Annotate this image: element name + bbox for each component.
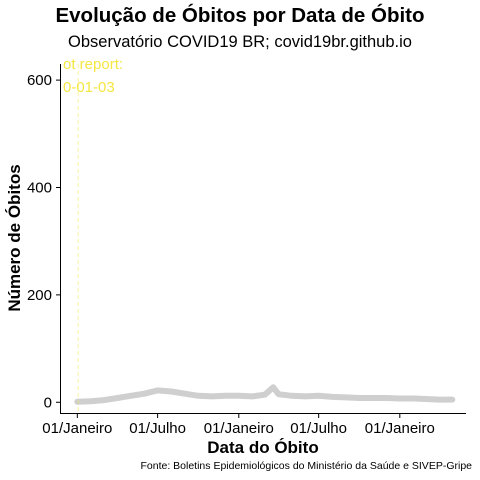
x-tick-label: 01/Julho bbox=[290, 420, 347, 437]
report-marker-label: ot report: bbox=[63, 56, 123, 73]
y-tick-label: 600 bbox=[27, 72, 52, 89]
x-tick-label: 01/Julho bbox=[129, 420, 186, 437]
x-tick-label: 01/Janeiro bbox=[365, 420, 435, 437]
chart-subtitle: Observatório COVID19 BR; covid19br.githu… bbox=[68, 33, 412, 51]
y-tick-label: 0 bbox=[44, 394, 52, 411]
chart-caption: Fonte: Boletins Epidemiológicos do Minis… bbox=[140, 460, 472, 472]
y-axis-title: Número de Óbitos bbox=[5, 164, 24, 311]
x-axis-title: Data do Óbito bbox=[207, 438, 318, 457]
report-marker-label: 0-01-03 bbox=[63, 79, 115, 96]
y-tick-label: 200 bbox=[27, 287, 52, 304]
series-layer bbox=[74, 384, 456, 405]
series-line-0 bbox=[74, 384, 456, 405]
chart-title: Evolução de Óbitos por Data de Óbito bbox=[55, 4, 425, 27]
y-axis-ticks: 0 200 400 600 bbox=[27, 72, 61, 411]
report-marker: ot report: 0-01-03 bbox=[63, 56, 123, 413]
x-tick-label: 01/Janeiro bbox=[204, 420, 274, 437]
x-axis-ticks: 01/Janeiro 01/Julho 01/Janeiro 01/Julho 01/J… bbox=[42, 413, 435, 437]
x-tick-label: 01/Janeiro bbox=[42, 420, 112, 437]
y-tick-label: 400 bbox=[27, 179, 52, 196]
